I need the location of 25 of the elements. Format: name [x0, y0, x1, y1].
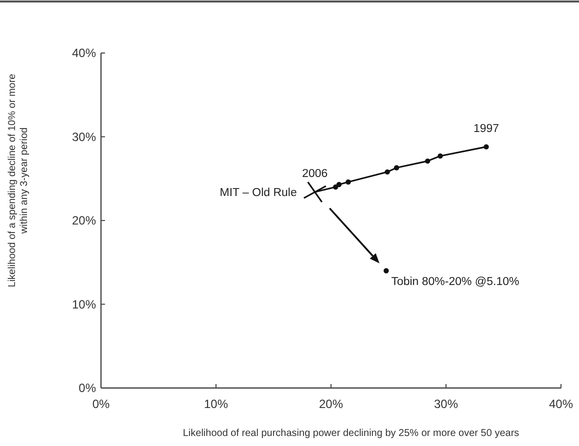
series-label: Tobin 80%-20% @5.10% — [391, 276, 520, 288]
x-tick-label: 40% — [548, 397, 574, 411]
point — [394, 165, 400, 170]
point — [484, 144, 489, 150]
point — [346, 179, 351, 185]
annotation: 1997 — [473, 122, 500, 135]
x-tick-label: 20% — [318, 397, 344, 411]
annotation: 2006 — [302, 168, 328, 180]
x-tick-label: 10% — [204, 397, 228, 411]
point — [425, 158, 430, 164]
x-tick-label: 30% — [434, 397, 458, 411]
y-tick-label: 0% — [78, 381, 96, 395]
point — [438, 153, 443, 159]
y-tick-label: 40% — [72, 46, 96, 60]
y-tick-label: 30% — [72, 130, 96, 144]
point — [336, 182, 342, 188]
point — [384, 268, 389, 274]
y-tick-label: 20% — [72, 214, 96, 228]
x-tick-label: 0% — [92, 397, 110, 411]
point — [333, 184, 338, 190]
x-axis-title: Likelihood of real purchasing power declining by 25% or more over 50 years — [182, 428, 520, 439]
series-label: MIT – Old Rule — [220, 187, 297, 200]
y-axis-title: Likelihood of a spending decline of 10% or more within any 3-year period — [7, 73, 30, 288]
y-tick-label: 10% — [72, 297, 96, 312]
point — [384, 169, 390, 175]
